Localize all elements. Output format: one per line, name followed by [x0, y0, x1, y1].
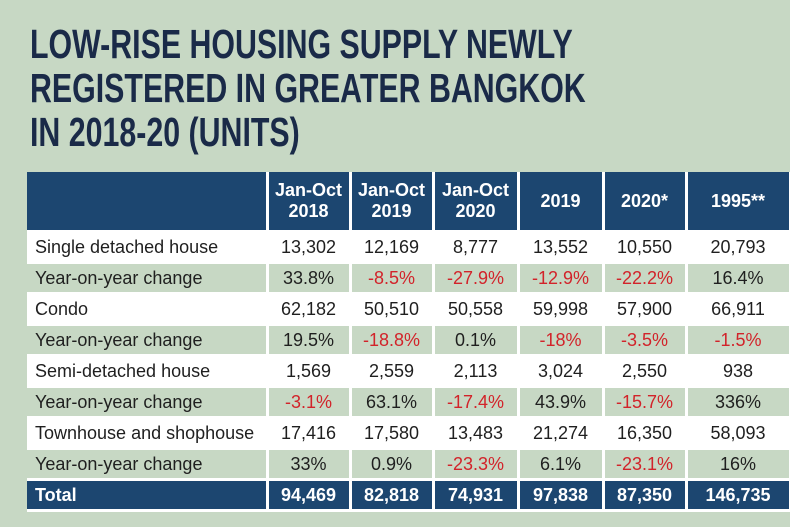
cell: 63.1%: [348, 385, 435, 419]
header-row: Jan-Oct 2018 Jan-Oct 2019 Jan-Oct 2020 2019…: [27, 172, 790, 233]
row-label: Single detached house: [27, 230, 269, 264]
cell: 94,469: [265, 478, 352, 512]
cell: -22.2%: [601, 261, 688, 295]
cell: -27.9%: [431, 261, 520, 295]
cell: 33%: [265, 447, 352, 481]
cell: 0.1%: [431, 323, 520, 357]
cell: 2,113: [431, 354, 520, 388]
column-header: 1995**: [684, 172, 790, 233]
column-header: Jan-Oct 2019: [348, 172, 435, 233]
cell: 13,552: [516, 230, 605, 264]
row-label: Year-on-year change: [27, 323, 269, 357]
cell: -23.1%: [601, 447, 688, 481]
row-label: Condo: [27, 292, 269, 326]
cell: 43.9%: [516, 385, 605, 419]
cell: -17.4%: [431, 385, 520, 419]
cell: 97,838: [516, 478, 605, 512]
supply-table: Jan-Oct 2018 Jan-Oct 2019 Jan-Oct 2020 2019…: [27, 172, 790, 512]
column-header: 2019: [516, 172, 605, 233]
cell: 16,350: [601, 416, 688, 450]
cell: 33.8%: [265, 261, 352, 295]
row-label: Townhouse and shophouse: [27, 416, 269, 450]
cell: 13,302: [265, 230, 352, 264]
cell: 50,510: [348, 292, 435, 326]
table-row: Single detached house 13,302 12,169 8,777 13…: [27, 230, 790, 264]
column-header: Jan-Oct 2018: [265, 172, 352, 233]
cell: 17,416: [265, 416, 352, 450]
row-label: Semi-detached house: [27, 354, 269, 388]
title-line: IN 2018-20 (UNITS): [30, 109, 300, 155]
cell: -18%: [516, 323, 605, 357]
cell: 82,818: [348, 478, 435, 512]
cell: 2,550: [601, 354, 688, 388]
title: LOW-RISE HOUSING SUPPLY NEWLY REGISTERED …: [30, 22, 586, 154]
cell: -12.9%: [516, 261, 605, 295]
cell: -15.7%: [601, 385, 688, 419]
row-label: Year-on-year change: [27, 385, 269, 419]
cell: 2,559: [348, 354, 435, 388]
cell: 20,793: [684, 230, 790, 264]
cell: 12,169: [348, 230, 435, 264]
title-line: REGISTERED IN GREATER BANGKOK: [30, 65, 586, 111]
cell: -1.5%: [684, 323, 790, 357]
cell: -23.3%: [431, 447, 520, 481]
cell: -18.8%: [348, 323, 435, 357]
row-label: Year-on-year change: [27, 261, 269, 295]
cell: -3.1%: [265, 385, 352, 419]
cell: 3,024: [516, 354, 605, 388]
cell: -3.5%: [601, 323, 688, 357]
cell: 21,274: [516, 416, 605, 450]
cell: 336%: [684, 385, 790, 419]
cell: 146,735: [684, 478, 790, 512]
cell: 58,093: [684, 416, 790, 450]
cell: 62,182: [265, 292, 352, 326]
cell: 8,777: [431, 230, 520, 264]
header-cell: [27, 172, 269, 233]
column-header: 2020*: [601, 172, 688, 233]
cell: 66,911: [684, 292, 790, 326]
cell: 0.9%: [348, 447, 435, 481]
table-row: Condo 62,182 50,510 50,558 59,998 57,900 66,91…: [27, 292, 790, 326]
table-row: Year-on-year change 33.8% -8.5% -27.9% -12.9…: [27, 261, 790, 295]
cell: 74,931: [431, 478, 520, 512]
cell: 16%: [684, 447, 790, 481]
cell: 1,569: [265, 354, 352, 388]
cell: 19.5%: [265, 323, 352, 357]
cell: 17,580: [348, 416, 435, 450]
cell: 10,550: [601, 230, 688, 264]
title-line: LOW-RISE HOUSING SUPPLY NEWLY: [30, 21, 573, 67]
row-label: Year-on-year change: [27, 447, 269, 481]
cell: -8.5%: [348, 261, 435, 295]
table-row: Year-on-year change 19.5% -18.8% 0.1% -18% -3…: [27, 323, 790, 357]
total-row: Total 94,469 82,818 74,931 97,838 87,350 146,7…: [27, 478, 790, 512]
table-row: Townhouse and shophouse 17,416 17,580 13,48…: [27, 416, 790, 450]
table-row: Year-on-year change -3.1% 63.1% -17.4% 43.9%…: [27, 385, 790, 419]
cell: 87,350: [601, 478, 688, 512]
table-row: Year-on-year change 33% 0.9% -23.3% 6.1% -23.…: [27, 447, 790, 481]
cell: 50,558: [431, 292, 520, 326]
cell: 938: [684, 354, 790, 388]
row-label: Total: [27, 478, 269, 512]
cell: 59,998: [516, 292, 605, 326]
cell: 16.4%: [684, 261, 790, 295]
cell: 57,900: [601, 292, 688, 326]
cell: 13,483: [431, 416, 520, 450]
cell: 6.1%: [516, 447, 605, 481]
table-row: Semi-detached house 1,569 2,559 2,113 3,024 2…: [27, 354, 790, 388]
column-header: Jan-Oct 2020: [431, 172, 520, 233]
